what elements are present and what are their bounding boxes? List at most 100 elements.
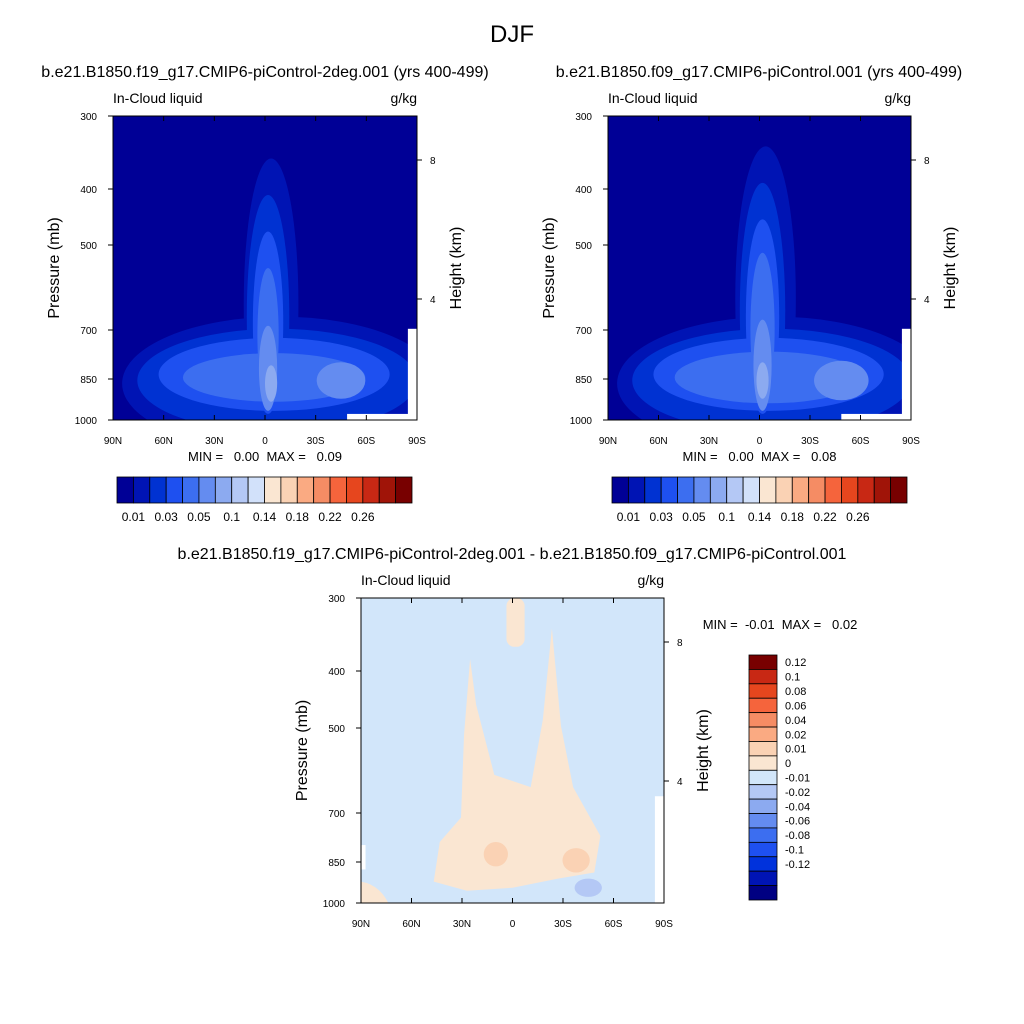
missing-region xyxy=(654,796,664,903)
colorbar-swatch xyxy=(313,476,331,504)
x-tick-label: 30S xyxy=(554,919,572,930)
y2-tick-label: 4 xyxy=(430,295,436,306)
panel-difference: b.e21.B1850.f19_g17.CMIP6-piControl-2deg… xyxy=(178,546,858,930)
missing-region xyxy=(347,413,417,420)
colorbar-swatch xyxy=(748,784,778,800)
y-axis-label: Pressure (mb) xyxy=(541,217,558,318)
colorbar-swatch xyxy=(709,476,728,504)
figure-title: DJF xyxy=(490,21,534,48)
x-tick-label: 0 xyxy=(262,436,268,447)
colorbar-label: 0.18 xyxy=(781,510,805,524)
contour-band xyxy=(756,362,769,399)
colorbar-label: 0.08 xyxy=(785,686,806,698)
positive-peak xyxy=(483,842,508,867)
colorbar-swatch xyxy=(748,669,778,685)
colorbar-label: 0.26 xyxy=(351,510,375,524)
colorbar-swatch xyxy=(748,683,778,699)
colorbar-swatch xyxy=(748,798,778,814)
colorbar-swatch xyxy=(857,476,875,504)
y-tick-label: 500 xyxy=(575,241,592,252)
colorbar-swatch xyxy=(149,476,167,504)
colorbar-swatch xyxy=(726,476,744,504)
colorbar-label: 0.12 xyxy=(785,657,806,669)
colorbar-label: 0.02 xyxy=(785,729,806,741)
x-tick-label: 90N xyxy=(352,919,370,930)
colorbar-swatch xyxy=(231,476,249,504)
colorbar-label: 0.18 xyxy=(286,510,310,524)
y2-axis-label: Height (km) xyxy=(448,227,465,310)
colorbar-swatch xyxy=(644,476,662,504)
colorbar-swatch xyxy=(748,755,778,771)
colorbar-label: 0.01 xyxy=(617,510,641,524)
x-tick-label: 60N xyxy=(649,436,667,447)
colorbar-swatch xyxy=(198,476,216,504)
colorbar-label: 0.05 xyxy=(187,510,211,524)
x-tick-label: 60S xyxy=(852,436,870,447)
colorbar-swatch xyxy=(660,476,678,504)
colorbar-swatch xyxy=(627,476,646,504)
y-tick-label: 700 xyxy=(328,809,345,820)
y-tick-label: 850 xyxy=(575,375,592,386)
missing-region xyxy=(901,328,911,420)
colorbar-label: 0.06 xyxy=(785,700,806,712)
x-tick-label: 60S xyxy=(605,919,623,930)
y-axis-label: Pressure (mb) xyxy=(46,217,63,318)
colorbar-label: 0.22 xyxy=(318,510,342,524)
x-tick-label: 30N xyxy=(453,919,471,930)
colorbar-label: 0.22 xyxy=(813,510,837,524)
colorbar-label: -0.02 xyxy=(785,787,810,799)
colorbar-swatch xyxy=(611,476,629,504)
y-tick-label: 400 xyxy=(575,185,592,196)
missing-region xyxy=(361,845,366,870)
colorbar-swatch xyxy=(748,885,778,901)
colorbar-swatch xyxy=(362,476,380,504)
colorbar-swatch xyxy=(775,476,793,504)
negative-region xyxy=(574,878,602,897)
colorbar-label: 0.05 xyxy=(682,510,706,524)
y2-tick-label: 8 xyxy=(924,156,930,167)
x-tick-label: 60S xyxy=(357,436,375,447)
colorbar-label: -0.01 xyxy=(785,773,810,785)
min-max-stats: MIN = 0.00 MAX = 0.09 xyxy=(188,449,342,464)
colorbar-label: 0.14 xyxy=(748,510,772,524)
colorbar-label: 0.04 xyxy=(785,715,806,727)
positive-region xyxy=(506,598,525,647)
y-tick-label: 850 xyxy=(328,858,345,869)
colorbar-swatch xyxy=(748,712,778,728)
x-tick-label: 0 xyxy=(757,436,763,447)
y-tick-label: 300 xyxy=(575,112,592,123)
colorbar-swatch xyxy=(873,476,892,504)
x-tick-label: 0 xyxy=(510,919,516,930)
x-tick-label: 90N xyxy=(599,436,617,447)
colorbar-swatch xyxy=(378,476,397,504)
colorbar-swatch xyxy=(165,476,183,504)
colorbar-swatch xyxy=(296,476,315,504)
colorbar-label: -0.1 xyxy=(785,845,804,857)
positive-region xyxy=(361,881,389,903)
y-tick-label: 500 xyxy=(328,724,345,735)
left-string: In-Cloud liquid xyxy=(361,572,451,588)
x-tick-label: 60N xyxy=(154,436,172,447)
colorbar-label: -0.06 xyxy=(785,816,810,828)
colorbar-swatch xyxy=(329,476,347,504)
panel-title: b.e21.B1850.f19_g17.CMIP6-piControl-2deg… xyxy=(41,64,488,81)
missing-region xyxy=(407,328,417,420)
positive-region xyxy=(433,628,601,891)
colorbar-swatch xyxy=(791,476,810,504)
positive-peak xyxy=(562,848,590,873)
colorbar-swatch xyxy=(280,476,298,504)
x-tick-label: 60N xyxy=(402,919,420,930)
units-label: g/kg xyxy=(391,90,417,106)
colorbar-swatch xyxy=(132,476,151,504)
colorbar-label: 0.1 xyxy=(718,510,735,524)
y-tick-label: 400 xyxy=(80,185,97,196)
y-tick-label: 1000 xyxy=(75,416,98,427)
colorbar-label: 0.01 xyxy=(122,510,146,524)
y-axis-label: Pressure (mb) xyxy=(294,700,311,801)
colorbar-swatch xyxy=(395,476,413,504)
colorbar-swatch xyxy=(346,476,364,504)
colorbar-swatch xyxy=(247,476,265,504)
y2-axis-label: Height (km) xyxy=(942,227,959,310)
colorbar-swatch xyxy=(693,476,711,504)
